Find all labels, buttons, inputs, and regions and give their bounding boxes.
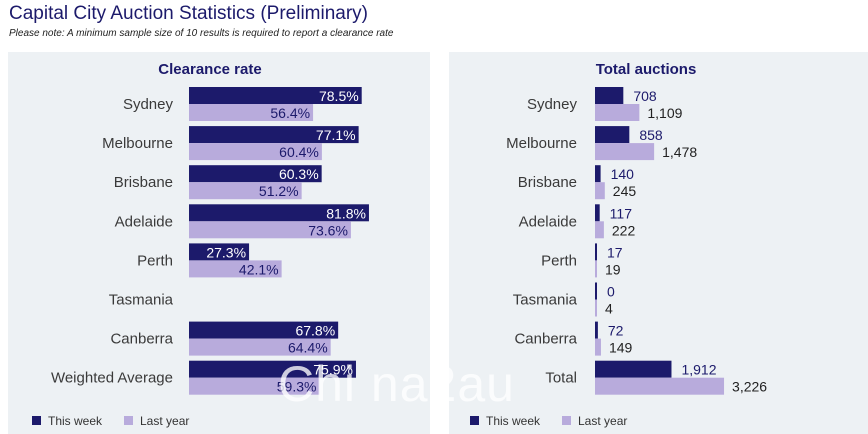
legend-label: Last year — [578, 414, 627, 428]
this-week-legend-swatch — [470, 416, 479, 425]
this-week-bar — [595, 204, 600, 222]
legend-label: Last year — [140, 414, 189, 428]
data-label: 708 — [633, 88, 657, 104]
sample-size-note: Please note: A minimum sample size of 10… — [9, 28, 394, 39]
data-label: 1,109 — [647, 105, 682, 121]
clearance-rate-chart: Clearance rate Sydney 78.5% 56.4% Melbourne 7… — [32, 61, 369, 428]
data-label: 59.3% — [277, 379, 317, 395]
category-label: Melbourne — [506, 135, 577, 152]
this-week-bar — [189, 243, 250, 261]
data-label: 51.2% — [259, 183, 299, 199]
this-week-bar — [595, 243, 597, 261]
last-year-bar — [595, 338, 601, 356]
last-year-bar — [595, 104, 640, 121]
last-year-bar — [595, 221, 604, 239]
this-week-bar — [595, 87, 624, 104]
data-label: 858 — [639, 127, 663, 143]
last-year-bar — [189, 143, 322, 161]
data-label: 75.9% — [313, 362, 353, 378]
category-label: Adelaide — [115, 213, 173, 230]
this-week-bar — [189, 204, 369, 222]
data-label: 60.3% — [279, 166, 319, 182]
this-week-bar — [189, 360, 356, 378]
category-label: Sydney — [123, 96, 174, 113]
category-label: Weighted Average — [51, 370, 173, 387]
category-label: Melbourne — [102, 135, 173, 152]
last-year-bar — [595, 143, 655, 161]
this-week-bar — [595, 126, 630, 144]
data-label: 117 — [610, 205, 633, 221]
clearance-rate-panel: Clearance rate Sydney 78.5% 56.4% Melbourne 7… — [8, 52, 430, 434]
data-label: 77.1% — [316, 127, 356, 143]
category-label: Brisbane — [518, 174, 577, 191]
last-year-bar — [189, 260, 282, 278]
data-label: 3,226 — [732, 379, 767, 395]
this-week-legend-swatch — [32, 416, 41, 425]
category-label: Brisbane — [114, 174, 173, 191]
this-week-bar — [595, 321, 598, 339]
data-label: 81.8% — [326, 205, 366, 221]
last-year-bar — [189, 104, 314, 121]
data-label: 140 — [611, 166, 635, 182]
data-label: 0 — [607, 284, 615, 300]
this-week-bar — [595, 360, 672, 378]
data-label: 1,478 — [662, 144, 697, 160]
data-label: 60.4% — [279, 144, 319, 160]
category-label: Adelaide — [519, 213, 577, 230]
data-label: 4 — [605, 301, 613, 317]
this-week-bar — [595, 165, 601, 183]
last-year-bar — [189, 338, 331, 356]
this-week-bar — [595, 282, 597, 300]
category-label: Tasmania — [109, 292, 174, 309]
category-label: Canberra — [110, 331, 173, 348]
this-week-bar — [189, 126, 359, 144]
last-year-bar — [595, 260, 597, 278]
last-year-legend-swatch — [562, 416, 571, 425]
chart-title: Total auctions — [596, 61, 697, 78]
data-label: 19 — [605, 261, 621, 277]
data-label: 1,912 — [681, 362, 716, 378]
category-label: Total — [545, 370, 577, 387]
data-label: 73.6% — [308, 222, 348, 238]
last-year-bar — [595, 182, 605, 200]
data-label: 222 — [612, 222, 636, 238]
data-label: 67.8% — [295, 323, 335, 339]
this-week-bar — [189, 87, 362, 104]
data-label: 42.1% — [239, 261, 279, 277]
data-label: 245 — [613, 183, 637, 199]
category-label: Sydney — [527, 96, 578, 113]
chart-title: Clearance rate — [158, 61, 261, 78]
total-auctions-panel: Total auctions Sydney 708 1,109 Melbourne 858… — [449, 52, 868, 434]
category-label: Canberra — [514, 331, 577, 348]
category-label: Perth — [541, 252, 577, 269]
last-year-legend-swatch — [124, 416, 133, 425]
page-title: Capital City Auction Statistics (Prelimi… — [9, 3, 368, 24]
last-year-bar — [189, 377, 320, 395]
last-year-bar — [595, 377, 725, 395]
this-week-bar — [189, 165, 322, 183]
legend-label: This week — [486, 414, 541, 428]
data-label: 72 — [608, 323, 624, 339]
data-label: 27.3% — [206, 244, 246, 260]
last-year-bar — [189, 221, 351, 239]
data-label: 64.4% — [288, 340, 328, 356]
last-year-bar — [595, 299, 597, 317]
category-label: Perth — [137, 252, 173, 269]
data-label: 78.5% — [319, 88, 359, 104]
category-label: Tasmania — [513, 292, 578, 309]
last-year-bar — [189, 182, 302, 200]
data-label: 17 — [607, 244, 623, 260]
legend-label: This week — [48, 414, 103, 428]
data-label: 149 — [609, 340, 633, 356]
this-week-bar — [189, 321, 339, 339]
data-label: 56.4% — [270, 105, 310, 121]
